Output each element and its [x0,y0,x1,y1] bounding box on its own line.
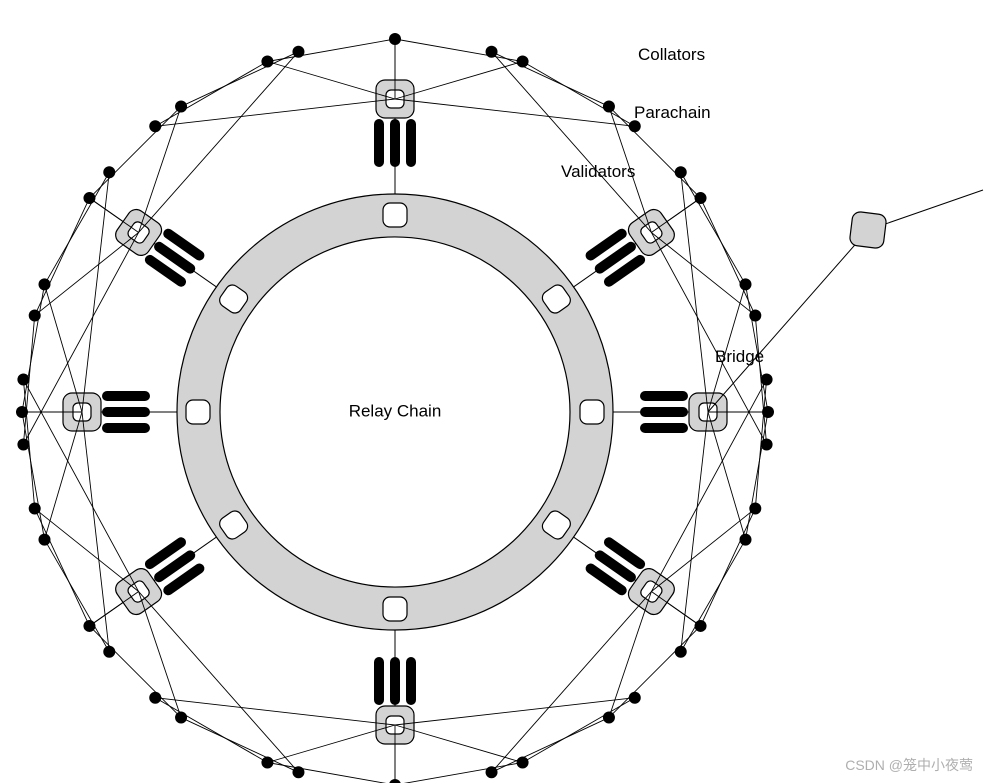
collator-arc-link [155,61,267,126]
collator-dot [175,712,187,724]
collator-arc-link [155,698,267,763]
collator-arc-link [701,198,756,315]
collator-arc-link [267,763,395,783]
ring-slot [383,203,407,227]
collator-dot [761,373,773,385]
label-collators: Collators [638,45,705,64]
collator-link [82,412,109,652]
collator-arc-link [35,198,90,315]
label-relay-chain: Relay Chain [349,401,442,420]
collator-link [395,61,523,99]
collator-dot [675,646,687,658]
collator-dot [389,33,401,45]
collator-dot [83,620,95,632]
collator-link [155,99,395,126]
collator-link [82,172,109,412]
collator-arc-link [267,39,395,61]
collator-link [139,592,299,773]
collator-link [492,592,652,773]
collator-link [155,698,395,725]
collator-dot [517,757,529,769]
label-validators: Validators [561,162,635,181]
collator-dot [29,309,41,321]
collator-link [395,99,635,126]
collator-arc-link [492,718,609,773]
collator-dot [149,120,161,132]
collator-arc-link [609,626,701,718]
collator-dot [629,120,641,132]
collator-arc-link [89,106,181,198]
collator-dot [675,166,687,178]
collator-dot [38,534,50,546]
collator-link [395,725,523,763]
collator-arc-link [181,52,298,107]
ring-slot [580,400,604,424]
collator-link [492,52,652,233]
collator-arc-link [746,412,768,540]
collator-dot [695,620,707,632]
collator-arc-link [681,540,746,652]
collator-dot [292,766,304,778]
bridge-node [849,211,887,249]
collator-dot [149,692,161,704]
collator-arc-link [44,540,109,652]
collator-arc-link [35,509,90,626]
collator-dot [103,166,115,178]
collator-dot [83,192,95,204]
collator-dot [740,278,752,290]
collator-arc-link [22,412,44,540]
collator-arc-link [181,718,298,773]
collator-arc-link [492,52,609,107]
collator-link [139,52,299,233]
collator-dot [695,192,707,204]
collator-dot [629,692,641,704]
collator-arc-link [395,39,523,61]
ring-slot [186,400,210,424]
collator-arc-link [523,698,635,763]
collator-arc-link [44,172,109,284]
collator-dot [175,100,187,112]
label-bridge: Bridge [715,347,764,366]
collator-link [681,172,708,412]
collator-dot [103,646,115,658]
collator-dot [749,503,761,515]
collator-dot [292,46,304,58]
collator-dot [603,712,615,724]
collator-link [44,412,82,540]
collator-link [395,698,635,725]
collator-link [267,725,395,763]
collator-dot [17,439,29,451]
bridge-link [708,230,868,412]
collator-arc-link [523,61,635,126]
collator-arc-link [22,284,44,412]
ring-slot [383,597,407,621]
collator-dot [603,100,615,112]
collator-dot [486,46,498,58]
collator-arc-link [395,763,523,783]
collator-link [681,412,708,652]
collator-arc-link [681,172,746,284]
collator-link [267,61,395,99]
label-parachain: Parachain [634,103,711,122]
collator-arc-link [89,626,181,718]
collator-arc-link [701,509,756,626]
collator-dot [389,779,401,783]
watermark: CSDN @笼中小夜莺 [845,755,973,775]
